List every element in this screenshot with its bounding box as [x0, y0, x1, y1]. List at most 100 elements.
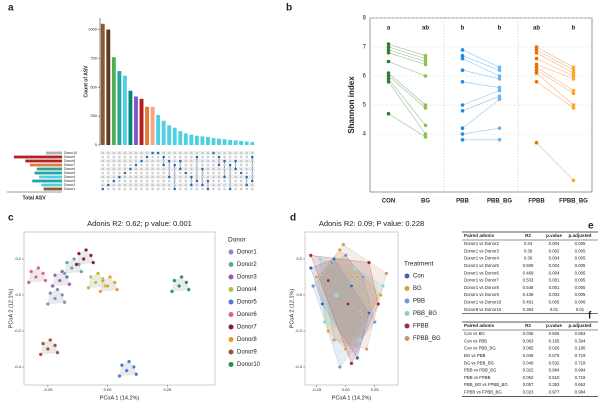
- matrix-dot: [107, 167, 110, 171]
- panel-label: a: [8, 3, 14, 14]
- legend-swatch: [404, 336, 410, 341]
- matrix-dot: [228, 163, 232, 167]
- bar: [194, 135, 199, 145]
- matrix-dot: [195, 159, 199, 163]
- y-tick-label: 8: [363, 16, 367, 22]
- table-cell: 0.01: [550, 307, 559, 312]
- y-tick-label: 750: [90, 55, 97, 60]
- table-cell: 0.548: [523, 285, 534, 290]
- set-label: Donor7: [64, 163, 75, 167]
- matrix-dot: [245, 167, 248, 171]
- point: [460, 126, 465, 130]
- matrix-dot: [239, 155, 243, 159]
- y-axis-label: Count of ASV: [83, 65, 89, 98]
- matrix-dot: [245, 175, 248, 179]
- matrix-dot: [201, 179, 204, 183]
- table-cell: 0.719: [575, 375, 586, 380]
- point: [534, 65, 539, 70]
- matrix-dot: [178, 179, 182, 183]
- matrix-dot: [156, 163, 160, 167]
- matrix-dot: [162, 163, 165, 167]
- point: [346, 302, 350, 306]
- row-shade: [100, 167, 255, 171]
- point: [72, 257, 77, 261]
- point: [571, 68, 576, 72]
- point: [366, 260, 371, 265]
- matrix-dot: [250, 175, 254, 179]
- point: [357, 338, 362, 342]
- matrix-dot: [250, 163, 254, 167]
- point: [179, 275, 184, 279]
- legend-label: Donor2: [237, 262, 257, 268]
- matrix-dot: [140, 179, 143, 183]
- point: [67, 282, 72, 287]
- point: [127, 359, 131, 364]
- table-cell: 0.984: [575, 390, 586, 395]
- table-cell: 0.36: [524, 256, 533, 261]
- matrix-dot: [184, 183, 188, 187]
- x-axis-label: PCoA 1 (14.2%): [332, 395, 372, 401]
- point: [364, 347, 369, 351]
- set-label: Donor5: [64, 171, 75, 175]
- matrix-dot: [145, 183, 149, 187]
- table-cell: 0.036: [523, 331, 534, 336]
- matrix-dot: [112, 167, 116, 171]
- legend-swatch: [228, 337, 234, 342]
- matrix-dot: [156, 155, 160, 159]
- matrix-dot: [101, 179, 105, 183]
- matrix-dot: [178, 171, 182, 175]
- bar: [128, 90, 133, 145]
- point: [423, 56, 428, 61]
- matrix-dot: [250, 187, 254, 191]
- matrix-dot: [245, 171, 248, 175]
- matrix-dot: [118, 159, 121, 163]
- point: [380, 284, 385, 288]
- matrix-dot: [201, 175, 204, 179]
- matrix-dot: [112, 151, 116, 155]
- matrix-dot: [212, 151, 215, 155]
- point: [460, 68, 465, 72]
- table-cell: 0.394: [575, 338, 586, 343]
- matrix-dot: [201, 187, 204, 191]
- pair-line: [388, 49, 426, 62]
- y-tick-label: -0.4: [14, 364, 22, 369]
- table-cell: 0.026: [549, 346, 560, 351]
- point: [357, 311, 362, 315]
- bar: [250, 142, 255, 145]
- table-cell: BG vs PBB_BG: [464, 360, 495, 365]
- point: [332, 338, 337, 342]
- table-cell: Donor1 vs Donor10: [464, 300, 502, 305]
- point: [311, 284, 316, 288]
- point: [353, 266, 357, 270]
- matrix-dot: [145, 187, 149, 191]
- letter: ab: [422, 26, 429, 32]
- table-cell: PBB vs PBB_BG: [464, 368, 497, 373]
- point: [62, 300, 67, 305]
- matrix-dot: [190, 159, 193, 163]
- table-cell: Donor1 vs Donor3: [464, 248, 499, 253]
- table-cell: 0.34: [524, 241, 533, 246]
- matrix-dot: [140, 155, 143, 159]
- matrix-dot: [118, 163, 121, 167]
- legend-label: Donor3: [237, 275, 257, 281]
- matrix-dot: [223, 163, 226, 167]
- table-cell: 0.057: [523, 382, 534, 387]
- point: [98, 289, 103, 294]
- point: [53, 343, 57, 348]
- matrix-dot: [217, 183, 221, 187]
- matrix-dot: [156, 167, 160, 171]
- x-tick-label: CON: [382, 199, 395, 205]
- matrix-dot: [228, 171, 232, 175]
- y-tick-label: 5: [363, 103, 367, 109]
- matrix-dot: [190, 187, 193, 191]
- table-cell: Donor1 vs Donor5: [464, 263, 499, 268]
- matrix-dot: [107, 171, 110, 175]
- legend-label: Donor9: [237, 350, 257, 356]
- pair-line: [536, 142, 574, 181]
- point: [36, 266, 41, 270]
- matrix-dot: [112, 155, 116, 159]
- matrix-dot: [140, 171, 143, 175]
- point: [497, 65, 502, 70]
- matrix-dot: [178, 175, 182, 179]
- matrix-dot: [223, 175, 226, 179]
